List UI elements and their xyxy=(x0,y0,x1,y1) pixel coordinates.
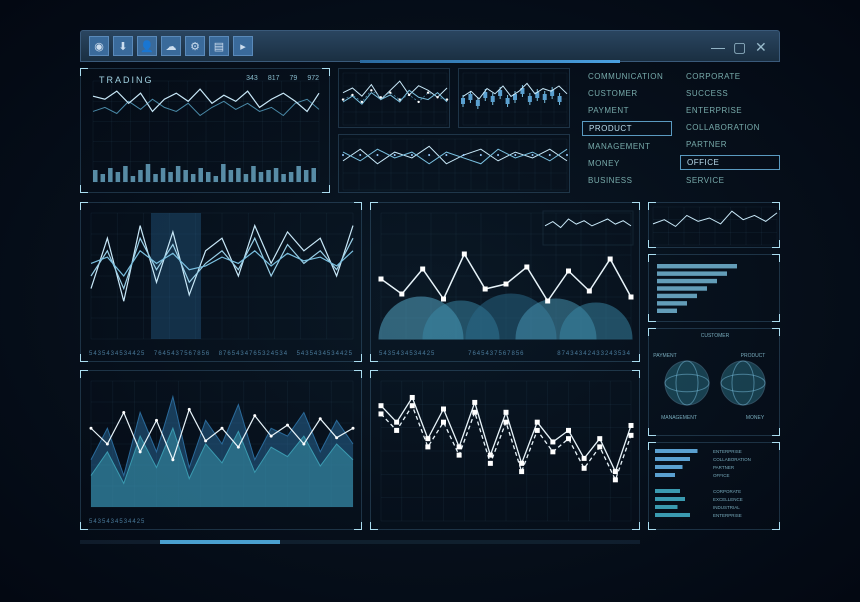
trading-chart xyxy=(81,69,331,194)
svg-text:MONEY: MONEY xyxy=(746,415,765,421)
titlebar: ◉ ⬇ 👤 ☁ ⚙ ▤ ▸ — ▢ ✕ xyxy=(80,30,780,62)
tb-icon-4[interactable]: ⚙ xyxy=(185,36,205,56)
svg-text:CORPORATE: CORPORATE xyxy=(713,489,741,494)
svg-text:ENTERPRISE: ENTERPRISE xyxy=(713,513,742,518)
tb-icon-1[interactable]: ⬇ xyxy=(113,36,133,56)
minimize-icon[interactable]: — xyxy=(711,39,725,53)
menu-item-enterprise[interactable]: ENTERPRISE xyxy=(680,104,780,117)
svg-text:CUSTOMER: CUSTOMER xyxy=(701,333,730,339)
menu-list-right: CORPORATE SUCCESS ENTERPRISE COLLABORATION P… xyxy=(680,70,780,187)
wave-tickers: 5435434534425 7645437567856 876543476532… xyxy=(89,351,353,357)
bottom-progress-track xyxy=(80,540,640,544)
maximize-icon[interactable]: ▢ xyxy=(733,39,747,53)
menu-item-partner[interactable]: PARTNER xyxy=(680,138,780,151)
arc-tickers: 5435434534425 7645437567856 874343424332… xyxy=(379,351,631,357)
menu-item-money[interactable]: MONEY xyxy=(582,157,672,170)
tb-icon-0[interactable]: ◉ xyxy=(89,36,109,56)
side-sparkline xyxy=(648,202,780,248)
trading-title: TRADING xyxy=(99,75,154,85)
tb-icon-6[interactable]: ▸ xyxy=(233,36,253,56)
mini-chart-3 xyxy=(338,134,570,193)
svg-text:PAYMENT: PAYMENT xyxy=(653,353,676,359)
area-panel: 5435434534425 xyxy=(80,370,362,530)
menu-item-office[interactable]: OFFICE xyxy=(680,155,780,170)
svg-text:OFFICE: OFFICE xyxy=(713,473,730,478)
tb-icon-5[interactable]: ▤ xyxy=(209,36,229,56)
svg-text:INDUSTRIAL: INDUSTRIAL xyxy=(713,505,740,510)
menu-item-success[interactable]: SUCCESS xyxy=(680,87,780,100)
menu-item-management[interactable]: MANAGEMENT xyxy=(582,140,672,153)
mini-chart-1 xyxy=(338,68,450,128)
tb-icon-3[interactable]: ☁ xyxy=(161,36,181,56)
menu-item-customer[interactable]: CUSTOMER xyxy=(582,87,672,100)
menu-item-communication[interactable]: COMMUNICATION xyxy=(582,70,672,83)
side-bars-1 xyxy=(648,254,780,322)
dots-panel xyxy=(370,370,640,530)
trading-header-vals: 343 817 79 972 xyxy=(246,75,319,82)
mini-chart-2 xyxy=(458,68,570,128)
menu-item-business[interactable]: BUSINESS xyxy=(582,174,672,187)
svg-text:PRODUCT: PRODUCT xyxy=(741,353,766,359)
menu-item-collaboration[interactable]: COLLABORATION xyxy=(680,121,780,134)
side-bars-2: ENTERPRISE COLLABORATION PARTNER OFFICE CORP… xyxy=(648,442,780,530)
radar-panel: CUSTOMER PRODUCT MONEY MANAGEMENT PAYMENT xyxy=(648,328,780,436)
bottom-progress-fill xyxy=(160,540,280,544)
area-ticker: 5435434534425 xyxy=(89,519,145,525)
svg-text:ENTERPRISE: ENTERPRISE xyxy=(713,449,742,454)
svg-text:MANAGEMENT: MANAGEMENT xyxy=(661,415,697,421)
menu-item-service[interactable]: SERVICE xyxy=(680,174,780,187)
arc-panel: 5435434534425 7645437567856 874343424332… xyxy=(370,202,640,362)
wave-panel: 5435434534425 7645437567856 876543476532… xyxy=(80,202,362,362)
trading-panel: TRADING 343 817 79 972 xyxy=(80,68,330,193)
close-icon[interactable]: ✕ xyxy=(755,39,769,53)
svg-text:PARTNER: PARTNER xyxy=(713,465,735,470)
tb-icon-2[interactable]: 👤 xyxy=(137,36,157,56)
menu-list-left: COMMUNICATION CUSTOMER PAYMENT PRODUCT MANAG… xyxy=(582,70,672,187)
menu-item-corporate[interactable]: CORPORATE xyxy=(680,70,780,83)
svg-text:EXCELLENCE: EXCELLENCE xyxy=(713,497,743,502)
svg-text:COLLABORATION: COLLABORATION xyxy=(713,457,751,462)
menu-item-payment[interactable]: PAYMENT xyxy=(582,104,672,117)
menu-item-product[interactable]: PRODUCT xyxy=(582,121,672,136)
